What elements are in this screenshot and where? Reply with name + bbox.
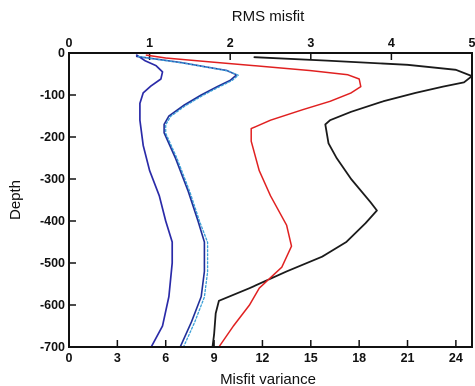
chart-title: RMS misfit: [232, 8, 305, 25]
x-bottom-tick-label: 9: [211, 351, 218, 365]
y-tick-label: -200: [40, 130, 65, 144]
x-top-tick-label: 0: [66, 36, 73, 50]
y-tick-label: -500: [40, 256, 65, 270]
x-bottom-tick-label: 6: [162, 351, 169, 365]
series-line: [137, 55, 239, 348]
x-bottom-tick-label: 0: [66, 351, 73, 365]
y-axis-label: Depth: [7, 180, 24, 220]
y-tick-label: 0: [58, 46, 65, 60]
series-line: [145, 54, 362, 348]
series-line: [135, 55, 238, 348]
y-tick-label: -100: [40, 88, 65, 102]
x-axis-top: 0 1 2 3 4 5: [66, 36, 475, 60]
x-top-tick-label: 4: [388, 36, 395, 50]
x-bottom-tick-label: 15: [304, 351, 318, 365]
x-bottom-tick-label: 24: [449, 351, 463, 365]
plot-frame: [68, 52, 473, 348]
x-top-tick-label: 1: [146, 36, 153, 50]
y-axis: 0 -100 -200 -300 -400 -500 -600 -700: [40, 46, 76, 354]
x-bottom-tick-label: 12: [255, 351, 269, 365]
x-bottom-tick-label: 3: [114, 351, 121, 365]
x-axis-bottom: 0 3 6 9 12 15 18 21 24: [66, 340, 463, 365]
x-bottom-tick-label: 21: [401, 351, 415, 365]
x-bottom-tick-label: 18: [352, 351, 366, 365]
series-line: [135, 54, 174, 348]
y-tick-label: -300: [40, 172, 65, 186]
series-line: [211, 56, 473, 348]
y-tick-label: -700: [40, 340, 65, 354]
y-tick-label: -600: [40, 298, 65, 312]
y-tick-label: -400: [40, 214, 65, 228]
x-axis-label: Misfit variance: [220, 371, 316, 386]
x-top-tick-label: 2: [227, 36, 234, 50]
x-top-tick-label: 3: [307, 36, 314, 50]
x-top-tick-label: 5: [469, 36, 475, 50]
series-layer: [135, 54, 473, 348]
